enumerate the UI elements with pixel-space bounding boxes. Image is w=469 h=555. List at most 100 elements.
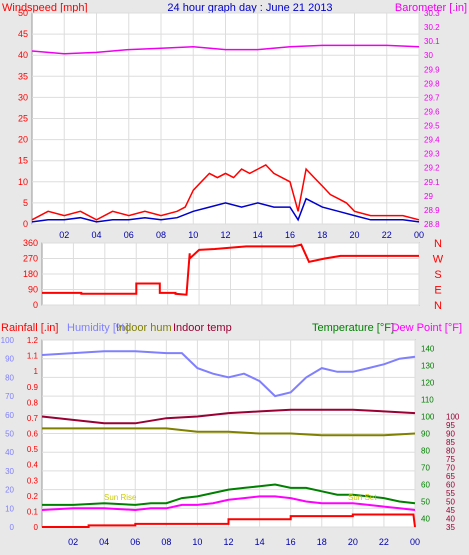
humidity-tick-label: 40 bbox=[5, 448, 14, 457]
compass-label: S bbox=[434, 269, 441, 281]
dew-tick-label: 50 bbox=[446, 498, 455, 507]
direction-panel-grid bbox=[42, 242, 420, 306]
temperature-panel-grid bbox=[42, 339, 416, 528]
indoor-temp-legend: Indoor temp bbox=[173, 322, 232, 334]
barometer-tick-label: 29.5 bbox=[424, 122, 440, 131]
direction-tick-label: 270 bbox=[23, 254, 38, 264]
dew-tick-label: 65 bbox=[446, 472, 455, 481]
dew-tick-label: 55 bbox=[446, 489, 455, 498]
chart-title: 24 hour graph day : June 21 2013 bbox=[167, 2, 332, 14]
direction-tick-label: 180 bbox=[23, 269, 38, 279]
humidity-tick-label: 70 bbox=[5, 392, 14, 401]
dew-tick-label: 70 bbox=[446, 464, 455, 473]
temp-tick-label: 100 bbox=[421, 413, 435, 422]
wind-y-ticks: 0 5 10 15 20 25 30 35 40 45 50 bbox=[18, 8, 28, 229]
humidity-tick-label: 10 bbox=[5, 504, 14, 513]
barometer-tick-label: 30.2 bbox=[424, 23, 440, 32]
barometer-tick-label: 29.6 bbox=[424, 107, 440, 116]
wind-tick-label: 10 bbox=[18, 177, 28, 187]
temp-tick-label: 80 bbox=[421, 447, 430, 456]
wind-x-tick-label: 02 bbox=[59, 230, 69, 240]
wind-x-tick-label: 14 bbox=[253, 230, 263, 240]
rain-tick-label: 0 bbox=[34, 523, 39, 532]
wind-x-tick-label: 16 bbox=[285, 230, 295, 240]
wind-tick-label: 35 bbox=[18, 71, 28, 81]
wind-x-tick-label: 08 bbox=[156, 230, 166, 240]
compass-label: N bbox=[434, 300, 442, 312]
series-humidity bbox=[41, 350, 416, 398]
temp-tick-label: 60 bbox=[421, 481, 430, 490]
rain-tick-label: 0.2 bbox=[27, 492, 39, 501]
rain-tick-label: 0.3 bbox=[27, 476, 39, 485]
wind-x-tick-label: 10 bbox=[188, 230, 198, 240]
barometer-tick-label: 29.8 bbox=[424, 79, 440, 88]
temperature-x-tick-label: 08 bbox=[161, 537, 171, 547]
wind-tick-label: 20 bbox=[18, 135, 28, 145]
rain-tick-label: 0.7 bbox=[27, 414, 39, 423]
wind-panel-grid bbox=[32, 12, 420, 225]
series-temperature bbox=[42, 483, 416, 506]
dew-tick-label: 85 bbox=[446, 438, 455, 447]
humidity-tick-label: 90 bbox=[5, 355, 14, 364]
series-dew_point bbox=[41, 495, 416, 512]
rain-tick-label: 0.4 bbox=[27, 461, 39, 470]
wind-tick-label: 40 bbox=[18, 50, 28, 60]
temperature-x-tick-label: 14 bbox=[255, 537, 265, 547]
series-direction bbox=[42, 243, 419, 296]
temperature-x-tick-label: 10 bbox=[192, 537, 202, 547]
barometer-tick-label: 29.1 bbox=[424, 178, 440, 187]
humidity-axis-title: Humidity [%] bbox=[67, 322, 129, 334]
direction-tick-label: 0 bbox=[33, 300, 38, 310]
dew-tick-label: 40 bbox=[446, 515, 455, 524]
rain-tick-label: 0.9 bbox=[27, 383, 39, 392]
wind-x-tick-label: 18 bbox=[317, 230, 327, 240]
rain-tick-label: 0.8 bbox=[27, 398, 39, 407]
humidity-tick-label: 20 bbox=[5, 486, 14, 495]
temperature-x-tick-label: 00 bbox=[410, 537, 420, 547]
temp-tick-label: 50 bbox=[421, 498, 430, 507]
series-indoor_hum bbox=[42, 427, 416, 437]
temperature-x-tick-label: 20 bbox=[348, 537, 358, 547]
barometer-tick-label: 29.4 bbox=[424, 136, 440, 145]
dew-tick-label: 45 bbox=[446, 506, 455, 515]
wind-series bbox=[31, 44, 420, 223]
barometer-tick-label: 28.8 bbox=[424, 220, 440, 229]
wind-x-tick-label: 22 bbox=[382, 230, 392, 240]
temperature-axis-title: Temperature [°F] bbox=[312, 322, 394, 334]
temperature-x-ticks: 02 04 06 08 10 12 14 16 18 20 22 00 bbox=[68, 537, 420, 547]
humidity-tick-label: 0 bbox=[10, 523, 15, 532]
dew-tick-label: 75 bbox=[446, 455, 455, 464]
barometer-tick-label: 30.1 bbox=[424, 37, 440, 46]
temperature-x-tick-label: 22 bbox=[379, 537, 389, 547]
temp-tick-label: 120 bbox=[421, 379, 435, 388]
indoor-hum-legend: Indoor hum bbox=[116, 322, 172, 334]
wind-x-tick-label: 20 bbox=[349, 230, 359, 240]
temp-tick-label: 110 bbox=[421, 396, 434, 405]
rain-tick-label: 1 bbox=[34, 367, 39, 376]
temp-tick-label: 90 bbox=[421, 430, 430, 439]
temperature-x-tick-label: 12 bbox=[223, 537, 233, 547]
compass-label: E bbox=[434, 285, 441, 297]
temp-tick-label: 40 bbox=[421, 515, 430, 524]
humidity-tick-label: 30 bbox=[5, 467, 14, 476]
dew-tick-label: 80 bbox=[446, 447, 455, 456]
direction-y-ticks: 0 90 180 270 360 bbox=[23, 238, 38, 310]
rain-tick-label: 0.1 bbox=[27, 507, 39, 516]
wind-axis-title: Windspeed [mph] bbox=[2, 2, 88, 14]
direction-tick-label: 90 bbox=[28, 285, 38, 295]
barometer-tick-label: 29.7 bbox=[424, 93, 440, 102]
temperature-x-tick-label: 16 bbox=[286, 537, 296, 547]
temperature-series bbox=[41, 350, 416, 528]
temp-tick-label: 70 bbox=[421, 464, 430, 473]
compass-label: N bbox=[434, 238, 442, 250]
wind-tick-label: 5 bbox=[23, 198, 28, 208]
barometer-tick-label: 29 bbox=[424, 192, 433, 201]
temperature-x-tick-label: 04 bbox=[99, 537, 109, 547]
direction-tick-label: 360 bbox=[23, 238, 38, 248]
wind-x-tick-label: 00 bbox=[414, 230, 424, 240]
temperature-x-tick-label: 18 bbox=[317, 537, 327, 547]
wind-tick-label: 15 bbox=[18, 156, 28, 166]
rain-tick-label: 1.1 bbox=[27, 352, 39, 361]
